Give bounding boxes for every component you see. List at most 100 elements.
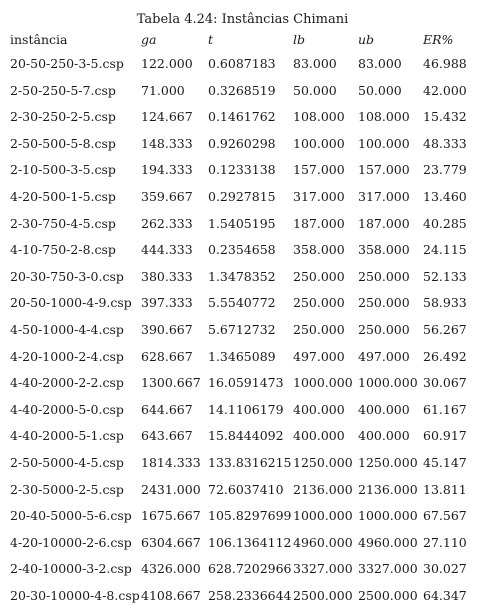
table-row: 4-20-10000-2-6.csp 6304.667 106.1364112 496… [10, 530, 473, 557]
ga-cell: 644.667 [141, 401, 193, 417]
table-row: 2-40-10000-3-2.csp 4326.000 628.7202966 332… [10, 556, 473, 583]
table-row: 4-20-500-1-5.csp 359.667 0.2927815 317.000 3… [10, 184, 473, 211]
ga-cell: 262.333 [141, 215, 193, 231]
ga-cell: 359.667 [141, 188, 193, 204]
instance-cell: 4-50-1000-4-4.csp [10, 321, 124, 337]
instance-cell: 2-50-5000-4-5.csp [10, 454, 124, 470]
column-header-ga: ga [141, 32, 157, 47]
t-cell: 0.2927815 [208, 188, 276, 204]
ga-cell: 194.333 [141, 162, 193, 178]
table-caption: Tabela 4.24: Instâncias Chimani [136, 12, 349, 27]
ga-cell: 71.000 [141, 82, 185, 98]
ub-cell: 83.000 [358, 56, 402, 71]
er-cell: 42.000 [423, 82, 467, 98]
ub-cell: 3327.000 [358, 561, 418, 577]
t-cell: 133.8316215 [208, 454, 292, 470]
lb-cell: 250.000 [293, 295, 345, 311]
ga-cell: 1814.333 [141, 454, 201, 470]
ub-cell: 1250.000 [358, 454, 418, 470]
instance-cell: 2-10-500-3-5.csp [10, 162, 116, 178]
ub-cell: 50.000 [358, 82, 402, 98]
lb-cell: 2500.000 [293, 587, 353, 603]
er-cell: 46.988 [423, 56, 467, 71]
table-row: 4-40-2000-2-2.csp 1300.667 16.0591473 1000.… [10, 370, 473, 397]
ub-cell: 497.000 [358, 348, 410, 364]
ga-cell: 148.333 [141, 135, 193, 151]
table-header: instância ga t lb ub ER% [10, 31, 473, 51]
table-row: 2-50-5000-4-5.csp 1814.333 133.8316215 1250… [10, 450, 473, 477]
er-cell: 64.347 [423, 587, 467, 603]
t-cell: 258.2336644 [208, 587, 292, 603]
t-cell: 14.1106179 [208, 401, 284, 417]
instance-cell: 20-30-750-3-0.csp [10, 268, 124, 284]
ub-cell: 4960.000 [358, 534, 418, 550]
er-cell: 40.285 [423, 215, 467, 231]
column-header-instancia: instância [10, 32, 68, 47]
lb-cell: 1250.000 [293, 454, 353, 470]
ub-cell: 187.000 [358, 215, 410, 231]
ga-cell: 444.333 [141, 242, 193, 258]
ub-cell: 1000.000 [358, 375, 418, 391]
t-cell: 5.5540772 [208, 295, 276, 311]
lb-cell: 2136.000 [293, 481, 353, 497]
t-cell: 5.6712732 [208, 321, 276, 337]
lb-cell: 50.000 [293, 82, 337, 98]
table-row: 2-50-250-5-7.csp 71.000 0.3268519 50.000 50.… [10, 78, 473, 105]
lb-cell: 4960.000 [293, 534, 353, 550]
lb-cell: 400.000 [293, 428, 345, 444]
t-cell: 0.3268519 [208, 82, 276, 98]
er-cell: 30.067 [423, 375, 467, 391]
t-cell: 1.5405195 [208, 215, 276, 231]
instance-cell: 20-40-5000-5-6.csp [10, 508, 132, 524]
t-cell: 15.8444092 [208, 428, 284, 444]
t-cell: 1.3465089 [208, 348, 276, 364]
lb-cell: 3327.000 [293, 561, 353, 577]
instance-cell: 20-50-250-3-5.csp [10, 56, 124, 71]
table-row: 4-10-750-2-8.csp 444.333 0.2354658 358.000 3… [10, 237, 473, 264]
t-cell: 0.2354658 [208, 242, 276, 258]
column-header-er-percent: ER% [423, 32, 454, 47]
ub-cell: 2136.000 [358, 481, 418, 497]
ub-cell: 358.000 [358, 242, 410, 258]
er-cell: 61.167 [423, 401, 467, 417]
column-header-ub: ub [358, 32, 375, 47]
lb-cell: 1000.000 [293, 375, 353, 391]
instance-cell: 2-30-750-4-5.csp [10, 215, 116, 231]
lb-cell: 108.000 [293, 109, 345, 125]
er-cell: 27.110 [423, 534, 467, 550]
ga-cell: 1675.667 [141, 508, 201, 524]
ga-cell: 124.667 [141, 109, 193, 125]
lb-cell: 250.000 [293, 321, 345, 337]
t-cell: 0.9260298 [208, 135, 276, 151]
table-body: 20-50-250-3-5.csp 122.000 0.6087183 83.000 8… [10, 51, 473, 609]
column-header-lb: lb [293, 32, 305, 47]
er-cell: 13.811 [423, 481, 467, 497]
instances-table: instância ga t lb ub ER% 20-50-250-3-5.c… [10, 31, 473, 609]
instance-cell: 2-30-250-2-5.csp [10, 109, 116, 125]
ga-cell: 643.667 [141, 428, 193, 444]
header-row: instância ga t lb ub ER% [10, 31, 473, 51]
instance-cell: 2-50-500-5-8.csp [10, 135, 116, 151]
er-cell: 45.147 [423, 454, 467, 470]
lb-cell: 250.000 [293, 268, 345, 284]
instance-cell: 4-10-750-2-8.csp [10, 242, 116, 258]
ga-cell: 628.667 [141, 348, 193, 364]
lb-cell: 400.000 [293, 401, 345, 417]
table-row: 2-10-500-3-5.csp 194.333 0.1233138 157.000 1… [10, 157, 473, 184]
table-row: 20-50-1000-4-9.csp 397.333 5.5540772 250.00… [10, 290, 473, 317]
lb-cell: 187.000 [293, 215, 345, 231]
t-cell: 0.1461762 [208, 109, 276, 125]
er-cell: 56.267 [423, 321, 467, 337]
er-cell: 24.115 [423, 242, 467, 258]
ga-cell: 122.000 [141, 56, 193, 71]
ga-cell: 2431.000 [141, 481, 201, 497]
table-row: 4-40-2000-5-1.csp 643.667 15.8444092 400.00… [10, 423, 473, 450]
instance-cell: 4-20-500-1-5.csp [10, 188, 116, 204]
table-row: 4-40-2000-5-0.csp 644.667 14.1106179 400.00… [10, 397, 473, 424]
lb-cell: 83.000 [293, 56, 337, 71]
ga-cell: 1300.667 [141, 375, 201, 391]
lb-cell: 358.000 [293, 242, 345, 258]
er-cell: 67.567 [423, 508, 467, 524]
table-row: 20-40-5000-5-6.csp 1675.667 105.8297699 100… [10, 503, 473, 530]
ga-cell: 397.333 [141, 295, 193, 311]
